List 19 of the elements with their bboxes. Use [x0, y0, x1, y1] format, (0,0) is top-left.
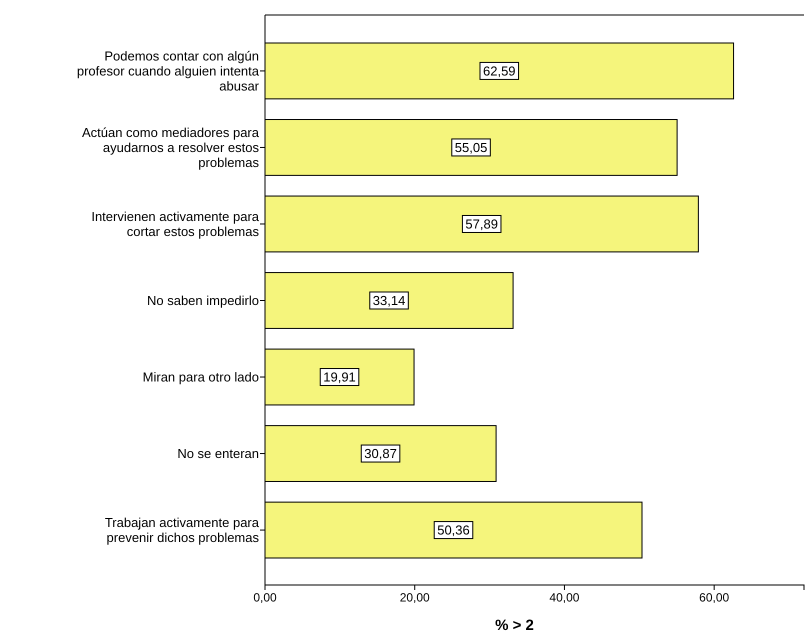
- y-tick-label: Trabajan activamente para prevenir dichos problemas: [104, 515, 260, 546]
- data-label: 33,14: [372, 293, 406, 308]
- data-label: 62,59: [483, 63, 516, 78]
- x-tick-label: 20,00: [400, 590, 430, 605]
- y-tick-label: Intervienen activamente para cortar estos problemas: [91, 208, 260, 239]
- y-tick-label: Actúan como mediadores para ayudarnos a resolver estos problemas: [82, 124, 260, 170]
- x-tick-label: 40,00: [549, 590, 580, 605]
- x-tick-label: 60,00: [699, 590, 730, 605]
- data-label: 57,89: [465, 216, 498, 232]
- data-label: 19,91: [323, 370, 356, 385]
- data-label: 50,36: [437, 522, 470, 538]
- y-tick-label: Miran para otro lado: [142, 370, 259, 385]
- x-tick-label: 0,00: [253, 590, 277, 605]
- y-tick-label: No se enteran: [177, 446, 259, 462]
- data-label: 30,87: [364, 446, 397, 462]
- data-label: 55,05: [454, 140, 488, 155]
- x-axis-title: % > 2: [495, 617, 534, 634]
- y-tick-label: No saben impedirlo: [146, 293, 259, 308]
- y-tick-label: Podemos contar con algún profesor cuando alguien intenta abusar: [76, 48, 260, 94]
